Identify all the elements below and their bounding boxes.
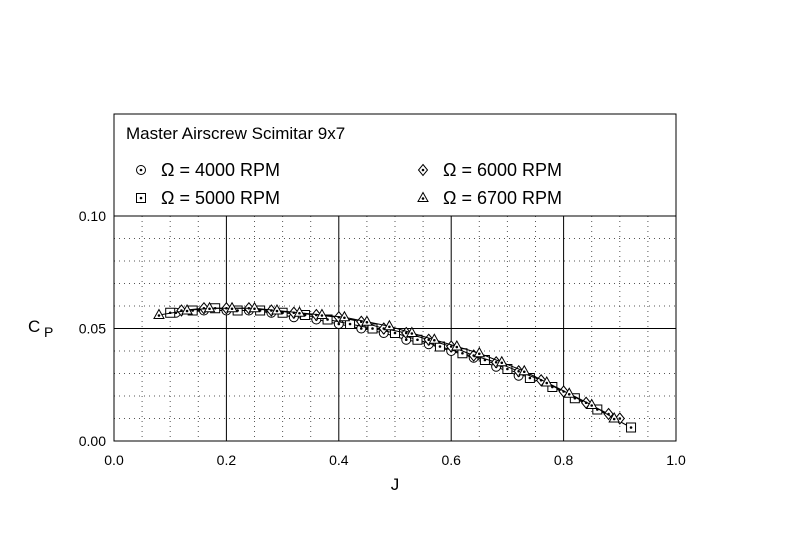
legend-item: Ω = 6700 RPM <box>417 188 562 208</box>
data-point <box>226 301 238 313</box>
data-point <box>203 301 216 313</box>
legend-marker <box>417 163 429 177</box>
data-point <box>495 355 508 367</box>
data-point <box>626 422 637 433</box>
legend-label: Ω = 5000 RPM <box>161 188 280 208</box>
data-point <box>367 323 378 334</box>
series-2 <box>165 303 637 433</box>
legend-label: Ω = 6000 RPM <box>443 160 562 180</box>
x-ticks: 0.0 0.2 0.4 0.6 0.8 1.0 <box>104 452 686 468</box>
legend-label: Ω = 6700 RPM <box>443 188 562 208</box>
legend-panel <box>113 113 677 217</box>
legend: Ω = 4000 RPM Ω = 5000 RPM Ω = 6000 RPM Ω = … <box>136 160 562 208</box>
data-point <box>338 310 351 322</box>
series-line <box>181 307 620 419</box>
series-3 <box>176 301 625 425</box>
data-point <box>450 339 463 351</box>
data-point <box>473 346 486 358</box>
x-tick-label: 0.2 <box>217 452 237 468</box>
data-point <box>540 375 553 387</box>
data-point <box>316 308 328 319</box>
data-point <box>390 328 400 338</box>
legend-item: Ω = 4000 RPM <box>136 160 280 180</box>
x-tick-label: 1.0 <box>666 452 686 468</box>
data-point <box>181 303 193 315</box>
data-point <box>271 303 283 315</box>
data-point <box>434 341 445 352</box>
x-tick-label: 0.4 <box>329 452 349 468</box>
y-ticks: 0.00 0.05 0.10 <box>79 208 106 449</box>
data-point <box>412 334 423 345</box>
data-point <box>406 326 418 337</box>
y-axis-label: C <box>28 317 40 336</box>
x-tick-label: 0.0 <box>104 452 124 468</box>
legend-item: Ω = 6000 RPM <box>417 160 562 180</box>
y-axis-label-subscript: P <box>44 324 53 340</box>
grid <box>114 216 676 441</box>
data-point <box>248 301 261 313</box>
x-tick-label: 0.8 <box>554 452 574 468</box>
x-tick-label: 0.6 <box>441 452 461 468</box>
data-point <box>585 398 598 409</box>
plot-frame <box>113 215 677 442</box>
data-point <box>293 306 306 317</box>
data-point <box>322 314 333 325</box>
series-4 <box>153 301 621 423</box>
x-axis-label: J <box>391 475 400 494</box>
data-point <box>428 333 441 344</box>
y-tick-label: 0.00 <box>79 433 106 449</box>
legend-marker <box>417 191 429 202</box>
data-point <box>153 308 165 319</box>
data-point <box>361 315 373 326</box>
series-line <box>170 307 632 428</box>
legend-label: Ω = 4000 RPM <box>161 160 280 180</box>
chart-title: Master Airscrew Scimitar 9x7 <box>126 124 345 143</box>
legend-marker <box>136 165 146 175</box>
legend-item: Ω = 5000 RPM <box>136 188 280 208</box>
data-point <box>518 364 531 376</box>
y-tick-label: 0.10 <box>79 208 106 224</box>
data-point <box>383 319 396 331</box>
data-point <box>563 387 576 398</box>
legend-marker <box>136 193 146 203</box>
data-point <box>608 411 621 423</box>
y-tick-label: 0.05 <box>79 321 106 337</box>
series-group <box>153 301 637 433</box>
